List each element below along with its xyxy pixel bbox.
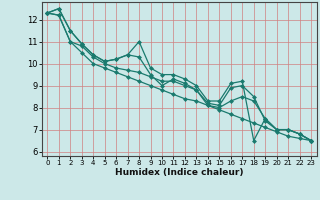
X-axis label: Humidex (Indice chaleur): Humidex (Indice chaleur) bbox=[115, 168, 244, 177]
